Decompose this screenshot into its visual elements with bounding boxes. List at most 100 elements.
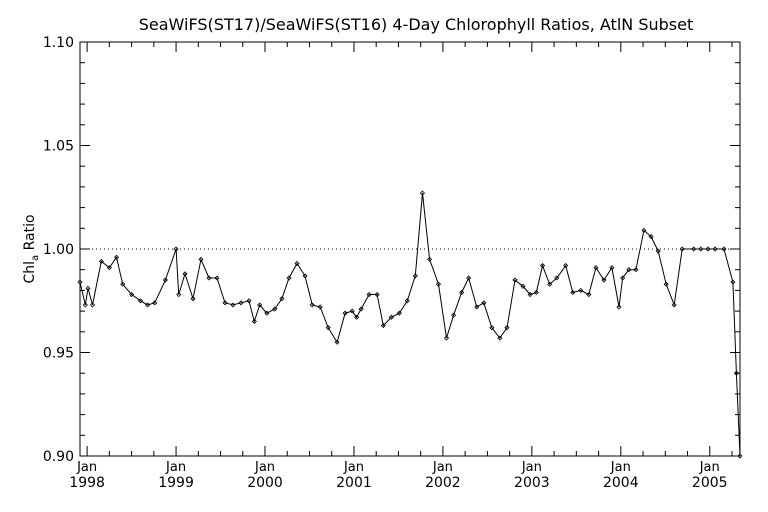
data-point: [671, 302, 677, 308]
data-point: [663, 281, 669, 287]
data-point: [257, 302, 263, 308]
data-point: [527, 291, 533, 298]
data-point: [286, 275, 292, 281]
data-point: [435, 281, 442, 287]
data-point: [698, 246, 704, 252]
data-point: [272, 306, 278, 312]
data-point: [466, 275, 472, 281]
data-point: [380, 323, 386, 329]
y-tick-label: 1.10: [43, 35, 74, 51]
y-tick-label: 1.00: [43, 242, 74, 258]
x-tick-year-label: 2003: [514, 475, 550, 491]
data-point: [85, 285, 91, 291]
data-point: [481, 300, 487, 306]
data-point: [489, 325, 495, 331]
y-axis-label: Chla Ratio: [22, 214, 41, 283]
data-point: [721, 246, 727, 252]
data-point: [641, 227, 647, 233]
series-points: [77, 190, 743, 459]
data-point: [705, 246, 711, 252]
x-axis: Jan1998Jan1999Jan2000Jan2001Jan2002Jan20…: [69, 42, 733, 491]
data-point: [113, 254, 120, 260]
x-tick-month-label: Jan: [521, 460, 542, 475]
data-point: [578, 287, 584, 293]
data-point: [222, 300, 228, 306]
data-point: [137, 298, 144, 304]
data-point: [198, 256, 204, 262]
data-point: [593, 265, 599, 271]
data-point: [520, 283, 526, 289]
x-tick-year-label: 2004: [603, 475, 639, 491]
data-point: [152, 300, 158, 306]
x-tick-month-label: Jan: [432, 460, 453, 475]
data-point: [294, 260, 300, 267]
data-point: [317, 304, 323, 310]
data-point: [497, 335, 503, 341]
y-tick-label: 0.95: [43, 346, 74, 362]
chart-title: SeaWiFS(ST17)/SeaWiFS(ST16) 4-Day Chloro…: [139, 15, 693, 34]
data-point: [609, 265, 615, 271]
data-point: [214, 275, 220, 281]
x-tick-month-label: Jan: [165, 460, 186, 475]
series-line: [79, 193, 741, 457]
data-point: [459, 289, 465, 296]
data-point: [533, 289, 539, 296]
y-tick-label: 0.90: [43, 449, 74, 465]
data-point: [419, 190, 426, 196]
data-point: [616, 304, 622, 310]
data-point: [547, 281, 553, 287]
x-tick-month-label: Jan: [610, 460, 631, 475]
data-point: [396, 310, 402, 316]
data-point: [586, 291, 592, 298]
data-point: [173, 246, 179, 252]
x-tick-year-label: 2001: [336, 475, 372, 491]
data-point: [655, 248, 661, 254]
data-point: [106, 265, 112, 271]
data-point: [230, 302, 236, 308]
y-tick-label: 1.05: [43, 139, 74, 155]
data-point: [334, 339, 340, 345]
data-point: [412, 273, 418, 279]
data-point: [554, 275, 560, 281]
data-point: [279, 296, 285, 302]
x-tick-year-label: 1999: [158, 475, 194, 491]
data-point: [309, 302, 315, 308]
data-point: [626, 267, 632, 273]
data-point: [98, 258, 104, 264]
x-tick-year-label: 2000: [247, 475, 283, 491]
data-point: [504, 325, 510, 331]
data-point: [388, 314, 394, 320]
data-point: [162, 277, 168, 283]
data-point: [601, 277, 607, 283]
data-point: [354, 314, 360, 320]
data-point: [730, 279, 736, 285]
x-tick-month-label: Jan: [254, 460, 275, 475]
data-point: [563, 262, 569, 269]
data-point: [366, 291, 372, 298]
data-point: [176, 291, 182, 298]
y-axis-label-rest: Ratio: [22, 214, 38, 254]
data-point: [474, 304, 480, 310]
data-point: [512, 277, 518, 283]
y-axis-label-subscript: a: [30, 255, 41, 261]
data-point: [443, 335, 450, 341]
data-point: [190, 296, 196, 302]
data-point: [145, 302, 151, 308]
data-point: [620, 275, 626, 281]
data-point: [325, 325, 331, 331]
plot-frame: [79, 41, 741, 457]
data-point: [246, 298, 252, 304]
data-point: [342, 310, 348, 316]
data-point: [427, 256, 433, 262]
data-point: [737, 453, 743, 459]
y-axis-label-main: Chl: [22, 261, 38, 284]
data-point: [679, 246, 685, 252]
x-tick-month-label: Jan: [76, 460, 97, 475]
x-tick-month-label: Jan: [343, 460, 364, 475]
data-point: [120, 281, 126, 287]
data-point: [77, 279, 83, 285]
x-tick-month-label: Jan: [699, 460, 720, 475]
data-point: [206, 275, 212, 281]
data-point: [264, 310, 270, 316]
